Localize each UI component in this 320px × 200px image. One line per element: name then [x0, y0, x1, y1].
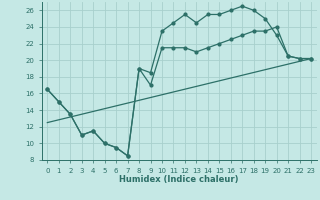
X-axis label: Humidex (Indice chaleur): Humidex (Indice chaleur): [119, 175, 239, 184]
